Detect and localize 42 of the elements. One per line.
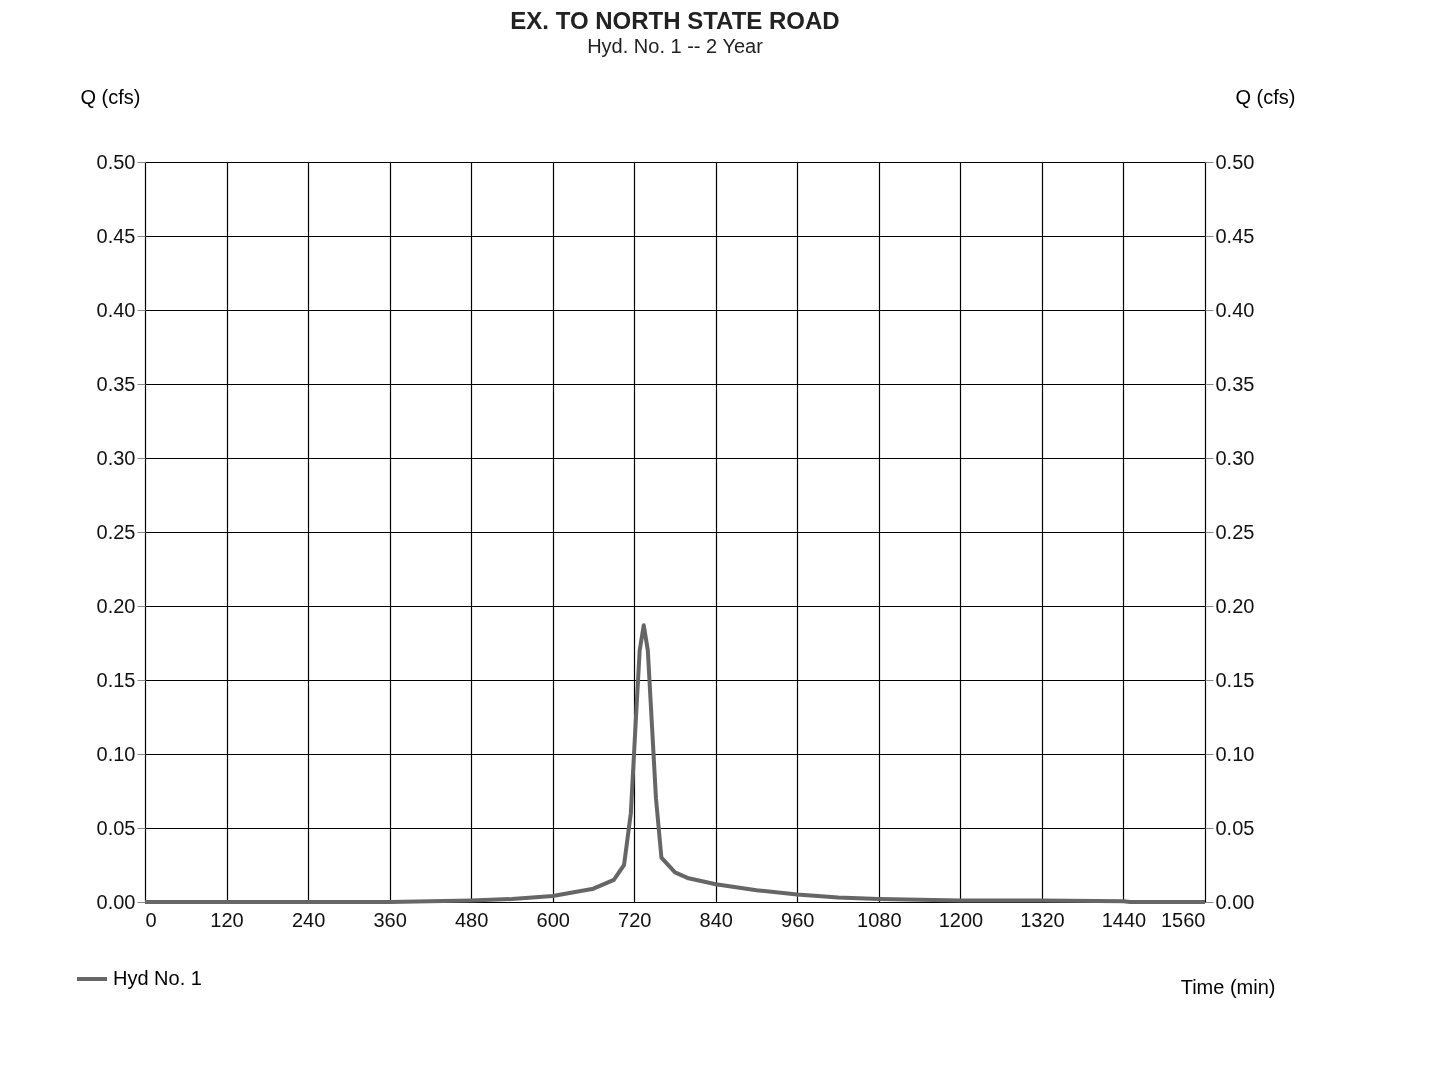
x-tick-label: 360 <box>373 908 407 931</box>
legend-label: Hyd No. 1 <box>113 967 202 989</box>
y-tick-label: 0.10 <box>96 742 136 765</box>
x-tick-label: 1320 <box>1020 908 1065 931</box>
y2-tick-label: 0.20 <box>1215 594 1255 617</box>
y-tick-label: 0.35 <box>96 372 136 395</box>
x-tick-label: 1560 <box>1161 908 1206 931</box>
y2-tick-label: 0.05 <box>1215 816 1255 839</box>
y-axis-title: Q (cfs) <box>80 85 141 108</box>
y-tick-label: 0.30 <box>96 446 136 469</box>
y-tick-label: 0.25 <box>96 520 136 543</box>
y2-tick-label: 0.25 <box>1215 520 1255 543</box>
y-tick-label: 0.40 <box>96 298 136 321</box>
y-tick-label: 0.15 <box>96 668 136 691</box>
y-tick-label: 0.00 <box>96 890 136 913</box>
x-tick-label: 960 <box>781 908 815 931</box>
y2-tick-label: 0.40 <box>1215 298 1255 321</box>
y-tick-label: 0.05 <box>96 816 136 839</box>
x-tick-label: 120 <box>210 908 244 931</box>
x-tick-label: 1440 <box>1101 908 1147 931</box>
y-tick-label: 0.45 <box>96 224 136 247</box>
y2-tick-label: 0.10 <box>1215 742 1255 765</box>
chart-title: EX. TO NORTH STATE ROAD <box>510 7 840 34</box>
x-tick-label: 480 <box>454 908 489 931</box>
x-tick-label: 1200 <box>938 908 984 931</box>
x-tick-label: 1080 <box>857 908 902 931</box>
y-tick-label: 0.20 <box>96 594 136 617</box>
x-tick-label: 720 <box>618 908 652 931</box>
y2-tick-label: 0.45 <box>1215 224 1255 247</box>
x-tick-label: 0 <box>145 908 157 931</box>
chart-subtitle: Hyd. No. 1 -- 2 Year <box>587 35 764 57</box>
y2-tick-label: 0.15 <box>1215 668 1255 691</box>
y2-axis-title: Q (cfs) <box>1235 85 1296 108</box>
y-tick-label: 0.50 <box>96 150 136 173</box>
x-tick-label: 840 <box>699 908 733 931</box>
y2-tick-label: 0.00 <box>1215 890 1255 913</box>
x-axis-title: Time (min) <box>1180 975 1276 998</box>
y2-tick-label: 0.50 <box>1215 150 1255 173</box>
x-tick-label: 240 <box>291 908 326 931</box>
y2-tick-label: 0.35 <box>1215 372 1255 395</box>
x-tick-label: 600 <box>536 908 570 931</box>
y2-tick-label: 0.30 <box>1215 446 1255 469</box>
